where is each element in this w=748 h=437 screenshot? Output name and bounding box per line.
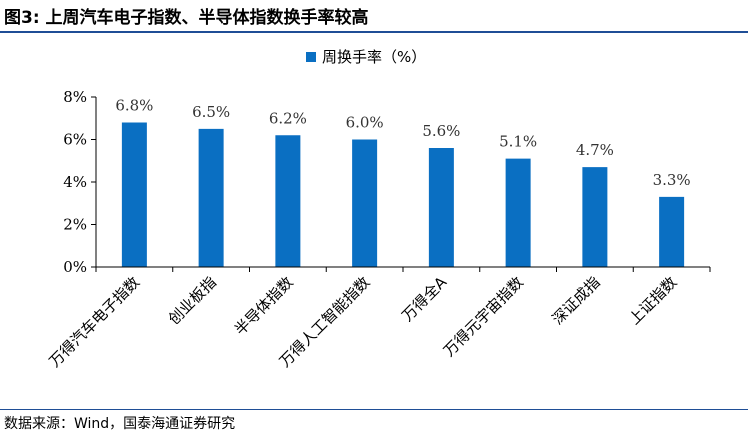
y-tick-label: 6% bbox=[63, 131, 87, 149]
data-label: 6.8% bbox=[115, 97, 153, 115]
y-tick-label: 8% bbox=[63, 88, 87, 106]
figure-title: 图3: 上周汽车电子指数、半导体指数换手率较高 bbox=[4, 8, 369, 28]
category-label: 万得汽车电子指数 bbox=[46, 273, 144, 371]
bars bbox=[121, 122, 685, 267]
title-divider bbox=[0, 31, 748, 33]
data-label: 6.2% bbox=[269, 109, 307, 127]
legend-swatch bbox=[306, 52, 316, 62]
category-label: 上证指数 bbox=[625, 273, 680, 328]
y-tick-label: 0% bbox=[63, 258, 87, 276]
bar bbox=[352, 139, 378, 267]
bar-chart: 周换手率（%） 0% 2% 4% 6% 8% 6.8% 6.5% 6.2% 6.0% 5.6% 5… bbox=[46, 48, 711, 371]
bar bbox=[505, 158, 531, 267]
category-label: 万得全A bbox=[398, 273, 450, 325]
source-note: 数据来源：Wind，国泰海通证券研究 bbox=[4, 416, 236, 432]
bar bbox=[659, 196, 685, 267]
legend-label: 周换手率（%） bbox=[322, 48, 426, 66]
category-label: 深证成指 bbox=[549, 273, 604, 328]
y-tick-label: 2% bbox=[63, 216, 87, 234]
data-label: 5.1% bbox=[499, 133, 537, 151]
category-label: 万得元宇宙指数 bbox=[440, 273, 527, 360]
data-label: 6.0% bbox=[346, 114, 384, 132]
y-tick-label: 4% bbox=[63, 173, 87, 191]
y-axis: 0% 2% 4% 6% 8% bbox=[63, 88, 97, 276]
source-divider bbox=[0, 409, 748, 410]
category-label: 创业板指 bbox=[165, 273, 220, 328]
data-labels: 6.8% 6.5% 6.2% 6.0% 5.6% 5.1% 4.7% 3.3% bbox=[115, 97, 690, 189]
data-label: 4.7% bbox=[576, 141, 614, 159]
bar bbox=[582, 167, 608, 267]
legend: 周换手率（%） bbox=[306, 48, 426, 66]
bar bbox=[428, 148, 454, 267]
bar bbox=[275, 135, 301, 267]
bar bbox=[198, 128, 224, 267]
data-label: 5.6% bbox=[422, 122, 460, 140]
category-label: 半导体指数 bbox=[231, 273, 297, 339]
bar bbox=[121, 122, 147, 267]
data-label: 3.3% bbox=[653, 171, 691, 189]
data-label: 6.5% bbox=[192, 103, 230, 121]
